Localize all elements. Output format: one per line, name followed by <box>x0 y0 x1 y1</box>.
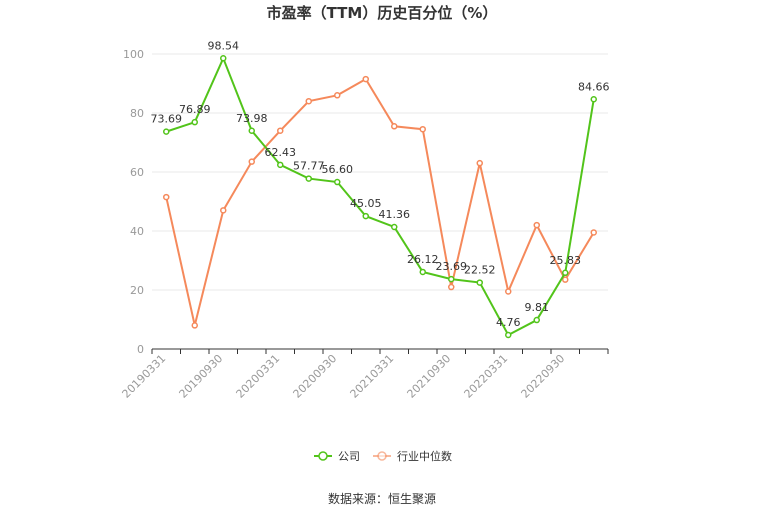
series-line-company <box>165 55 595 337</box>
data-point <box>419 125 426 133</box>
y-tick-label: 100 <box>123 48 144 61</box>
data-point <box>590 96 597 103</box>
data-label: 25.83 <box>550 254 582 267</box>
data-point <box>362 212 369 220</box>
data-point <box>391 123 398 130</box>
data-point <box>505 331 512 339</box>
x-tick-label: 20190331 <box>120 352 169 401</box>
data-point <box>305 97 312 105</box>
x-tick-label: 20220331 <box>462 352 511 401</box>
data-label: 22.52 <box>464 264 496 277</box>
data-point <box>305 175 312 182</box>
series-line-industry-median <box>165 77 595 326</box>
data-point <box>334 178 341 186</box>
data-label: 76.89 <box>179 103 211 116</box>
data-point <box>334 92 341 99</box>
data-point <box>562 269 569 277</box>
data-label: 56.60 <box>322 163 354 176</box>
data-label: 62.43 <box>265 146 297 159</box>
data-point <box>448 275 455 283</box>
data-point <box>533 316 540 324</box>
source-note: 数据来源：恒生聚源 <box>328 491 436 506</box>
data-point <box>476 279 483 286</box>
y-tick-label: 60 <box>130 166 144 179</box>
data-label: 84.66 <box>578 80 610 93</box>
data-point <box>163 193 170 201</box>
data-point <box>220 55 227 62</box>
legend: 公司 行业中位数 <box>314 449 452 463</box>
chart-title: 市盈率（TTM）历史百分位（%） <box>267 4 498 22</box>
data-label: 57.77 <box>293 160 325 173</box>
data-point <box>277 161 284 169</box>
x-tick-label: 20200331 <box>234 352 283 401</box>
data-point <box>533 221 540 229</box>
x-tick-label: 20200930 <box>291 352 340 401</box>
x-tick-label: 20210331 <box>348 352 397 401</box>
data-label: 9.81 <box>525 301 550 314</box>
y-tick-label: 80 <box>130 107 144 120</box>
series-group <box>163 55 597 339</box>
data-label: 41.36 <box>379 208 411 221</box>
data-point <box>163 128 170 135</box>
data-label: 98.54 <box>208 39 240 52</box>
legend-marker <box>377 451 387 461</box>
legend-label: 行业中位数 <box>397 449 452 463</box>
data-label: 73.98 <box>236 112 268 125</box>
legend-label: 公司 <box>338 450 360 463</box>
y-axis: 0 20 40 60 80 100 <box>123 48 144 356</box>
data-point <box>362 75 369 83</box>
data-label: 45.05 <box>350 197 382 210</box>
data-point <box>590 229 597 236</box>
data-point <box>277 127 284 134</box>
data-point <box>562 276 569 283</box>
data-label: 4.76 <box>496 316 521 329</box>
legend-marker <box>318 451 328 461</box>
data-label: 73.69 <box>151 113 183 126</box>
x-tick-label: 20210930 <box>405 352 454 401</box>
data-point <box>448 283 455 291</box>
data-point <box>476 159 483 167</box>
data-point <box>505 288 512 295</box>
data-point <box>220 207 227 214</box>
data-point <box>391 223 398 231</box>
data-point <box>191 118 198 126</box>
data-label: 26.12 <box>407 253 439 266</box>
x-tick-label: 20220930 <box>519 352 568 401</box>
data-point <box>248 127 255 135</box>
y-tick-label: 0 <box>137 343 144 356</box>
data-point <box>248 158 255 165</box>
grid-lines <box>152 53 608 291</box>
y-tick-label: 20 <box>130 284 144 297</box>
y-tick-label: 40 <box>130 225 144 238</box>
x-tick-label: 20190930 <box>177 352 226 401</box>
legend-item: 公司 <box>314 450 360 463</box>
legend-item: 行业中位数 <box>373 449 452 463</box>
data-label: 23.69 <box>436 260 468 273</box>
data-point <box>419 268 426 276</box>
data-point <box>191 322 198 329</box>
x-axis: 20190331 20190930 20200331 20200930 20210331… <box>120 349 609 401</box>
